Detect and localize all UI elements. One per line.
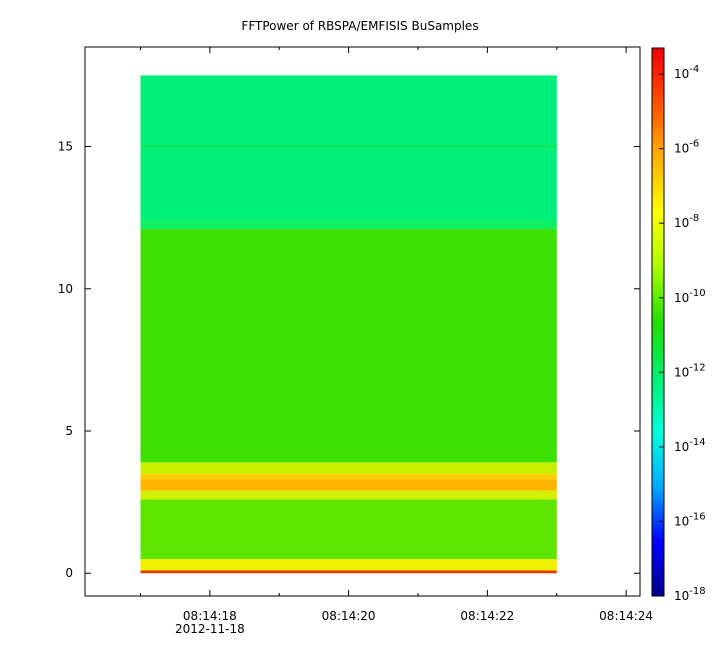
colorbar-tick-exp: -6 [689, 139, 699, 150]
colorbar-tick-label: 10-10 [674, 288, 706, 305]
colorbar-tick-label: 10-16 [674, 511, 706, 528]
colorbar-tick-base: 10 [674, 589, 689, 603]
heatmap-band [140, 75, 557, 221]
colorbar-tick-base: 10 [674, 142, 689, 156]
x-tick-label: 08:14:20 [322, 609, 376, 623]
y-tick-label: 10 [58, 282, 73, 296]
heatmap-band [140, 559, 557, 571]
colorbar-tick-base: 10 [674, 291, 689, 305]
colorbar [651, 47, 665, 597]
colorbar-tick-base: 10 [674, 514, 689, 528]
heatmap-band [140, 479, 557, 491]
colorbar-tick-label: 10-18 [674, 586, 706, 603]
y-tick-label: 5 [65, 424, 73, 438]
heatmap-band [140, 490, 557, 500]
y-axis: 0 5 10 15 [58, 140, 640, 580]
heatmap-band [140, 462, 557, 474]
heatmap-band [140, 220, 557, 230]
heatmap [140, 75, 557, 574]
x-tick-label: 08:14:22 [460, 609, 514, 623]
y-tick-label: 15 [58, 140, 73, 154]
heatmap-band [140, 499, 557, 560]
colorbar-tick-base: 10 [674, 365, 689, 379]
x-tick-label: 08:14:24 [599, 609, 653, 623]
colorbar-tick-base: 10 [674, 67, 689, 81]
heatmap-band [140, 473, 557, 480]
colorbar-tick-exp: -16 [689, 511, 705, 522]
colorbar-tick-exp: -14 [689, 437, 705, 448]
colorbar-tick-label: 10-12 [674, 362, 706, 379]
x-tick-sublabel: 2012-11-18 [175, 622, 245, 636]
heatmap-band [140, 570, 557, 574]
colorbar-tick-exp: -10 [689, 288, 705, 299]
colorbar-tick-label: 10-4 [674, 64, 699, 81]
colorbar-tick-exp: -4 [689, 64, 699, 75]
colorbar-tick-base: 10 [674, 216, 689, 230]
x-tick-label: 08:14:18 [183, 609, 237, 623]
heatmap-band [140, 229, 557, 463]
colorbar-tick-label: 10-8 [674, 213, 699, 230]
colorbar-tick-label: 10-14 [674, 437, 706, 454]
colorbar-tick-exp: -18 [689, 586, 705, 597]
chart-title: FFTPower of RBSPA/EMFISIS BuSamples [241, 19, 478, 33]
y-tick-label: 0 [65, 566, 73, 580]
colorbar-tick-exp: -8 [689, 213, 699, 224]
colorbar-tick-base: 10 [674, 440, 689, 454]
colorbar-tick-label: 10-6 [674, 139, 699, 156]
colorbar-tick-exp: -12 [689, 362, 705, 373]
